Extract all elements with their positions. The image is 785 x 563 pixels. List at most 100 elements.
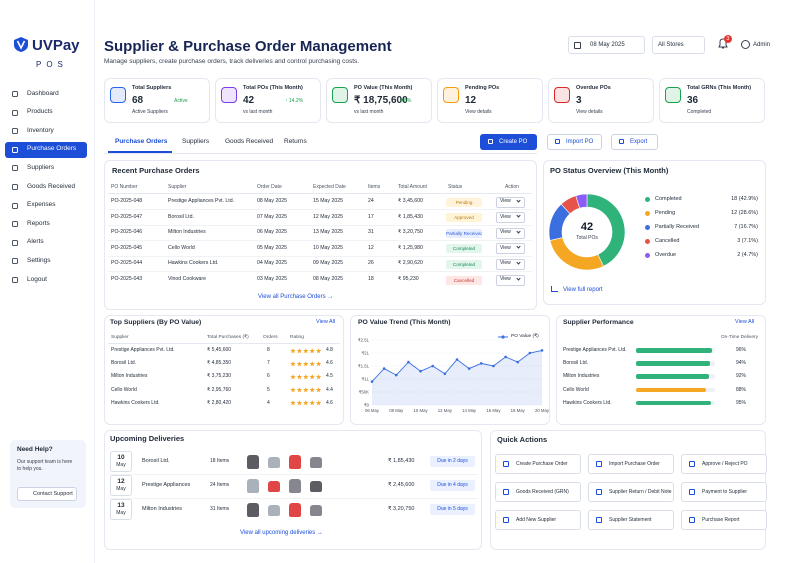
view-button[interactable]	[496, 243, 525, 255]
tab[interactable]: Goods Received	[225, 138, 274, 145]
legend-value: 18 (42.9%)	[731, 196, 758, 202]
quick-action-label[interactable]: Add New Supplier	[516, 516, 557, 523]
nav-item[interactable]: Products	[27, 108, 53, 116]
star	[309, 387, 315, 393]
action-label[interactable]: Import PO	[566, 139, 594, 145]
tab[interactable]: Suppliers	[182, 138, 210, 145]
star	[309, 347, 315, 353]
view-button[interactable]	[496, 227, 525, 239]
quick-action[interactable]	[495, 454, 581, 474]
action-label[interactable]: Create PO	[499, 139, 528, 145]
column-header: Order Date	[257, 184, 282, 190]
performance-link[interactable]: View All	[735, 319, 755, 325]
user: Admin	[753, 42, 771, 48]
order-cell: 24	[368, 198, 374, 204]
view-label[interactable]: View	[500, 213, 511, 220]
top-suppliers-link[interactable]: View All	[316, 319, 336, 325]
quick-action[interactable]	[588, 510, 674, 530]
nav-item[interactable]: Goods Received	[27, 182, 76, 190]
help-button[interactable]	[17, 487, 77, 501]
nav-active	[5, 141, 87, 158]
view-button[interactable]	[496, 258, 525, 270]
nav-item[interactable]: Inventory	[27, 126, 54, 134]
x-tick-label: 06 May	[365, 408, 380, 413]
quick-actions-title: Quick Actions	[497, 435, 548, 444]
date-picker[interactable]	[568, 36, 645, 54]
quick-action[interactable]	[588, 482, 674, 502]
nav-item[interactable]: Logout	[27, 275, 47, 283]
quick-action-label[interactable]: Import Purchase Order	[609, 460, 660, 467]
view-label[interactable]: View	[500, 276, 511, 282]
quick-action[interactable]	[495, 482, 581, 502]
stars	[290, 400, 322, 406]
nav-icon	[12, 258, 18, 265]
quick-action-label[interactable]: Supplier Statement	[609, 516, 652, 523]
product-thumb	[289, 503, 301, 517]
quick-action-label[interactable]: Supplier Return / Debit Note	[609, 488, 672, 495]
nav-item[interactable]: Purchase Orders	[27, 145, 77, 153]
quick-action[interactable]	[681, 454, 767, 474]
view-label[interactable]: View	[500, 198, 511, 204]
logo-shield	[14, 37, 28, 52]
action-button[interactable]	[547, 134, 602, 150]
stat-change: Active	[174, 98, 188, 104]
nav-item[interactable]: Expenses	[27, 201, 56, 209]
product-thumb	[247, 455, 259, 469]
order-cell: 31	[368, 229, 374, 236]
quick-action[interactable]	[495, 510, 581, 530]
performance-title: Supplier Performance	[563, 319, 634, 326]
quick-action-label[interactable]: Purchase Report	[702, 516, 740, 523]
deliveries-link[interactable]: View all upcoming deliveries →	[240, 530, 323, 536]
top-suppliers-card	[104, 315, 344, 425]
action-label[interactable]: Export	[630, 139, 648, 145]
due-pill	[430, 504, 475, 515]
view-button[interactable]	[496, 196, 525, 208]
nav-item[interactable]: Dashboard	[27, 89, 59, 97]
tab[interactable]: Returns	[284, 138, 307, 145]
order-cell: 09 May 2025	[313, 260, 343, 267]
button-icon	[619, 139, 624, 144]
stat-label: Total GRNs (This Month)	[687, 85, 752, 91]
nav-item[interactable]: Settings	[27, 256, 51, 264]
tab-underline	[108, 151, 172, 153]
nav-icon	[12, 202, 18, 209]
nav-item[interactable]: Alerts	[27, 238, 44, 246]
quick-action[interactable]	[681, 482, 767, 502]
view-label[interactable]: View	[500, 229, 511, 236]
delivery-day: 10	[117, 454, 125, 461]
stat-value: 3	[576, 95, 582, 106]
trend-point	[443, 372, 447, 376]
help-button-label[interactable]: Contact Support	[33, 490, 73, 497]
nav-item[interactable]: Reports	[27, 219, 50, 227]
quick-action-icon	[596, 461, 602, 467]
store-select[interactable]	[652, 36, 705, 54]
delivery-day: 12	[117, 478, 125, 485]
nav-item[interactable]: Suppliers	[27, 163, 55, 171]
quick-action-label[interactable]: Goods Received (GRN)	[516, 488, 569, 495]
quick-action[interactable]	[588, 454, 674, 474]
status-link[interactable]: View full report	[563, 287, 603, 293]
quick-action-label[interactable]: Approve / Reject PO	[702, 460, 748, 467]
star	[309, 400, 315, 406]
quick-action[interactable]	[681, 510, 767, 530]
y-tick-label: ₹0	[364, 403, 370, 408]
view-button[interactable]	[496, 212, 525, 224]
product-thumb	[289, 455, 301, 469]
star	[315, 374, 322, 380]
action-button[interactable]	[611, 134, 658, 150]
legend-value: 3 (7.1%)	[737, 238, 758, 244]
orders-footer[interactable]: View all Purchase Orders →	[258, 294, 334, 300]
view-label[interactable]: View	[500, 244, 511, 251]
view-button[interactable]	[496, 274, 525, 286]
deliveries-title: Upcoming Deliveries	[110, 434, 185, 443]
tab[interactable]: Purchase Orders	[115, 138, 168, 145]
trend-point	[407, 360, 410, 364]
quick-action-label[interactable]: Payment to Supplier	[702, 488, 748, 495]
performance-name: Prestige Appliances Pvt. Ltd.	[563, 347, 627, 353]
view-label[interactable]: View	[500, 260, 511, 267]
action-button[interactable]	[480, 134, 537, 150]
quick-action-label[interactable]: Create Purchase Order	[516, 460, 568, 467]
stat-value: 12	[465, 95, 477, 106]
star	[296, 387, 303, 393]
supplier-orders: 7	[267, 360, 270, 367]
